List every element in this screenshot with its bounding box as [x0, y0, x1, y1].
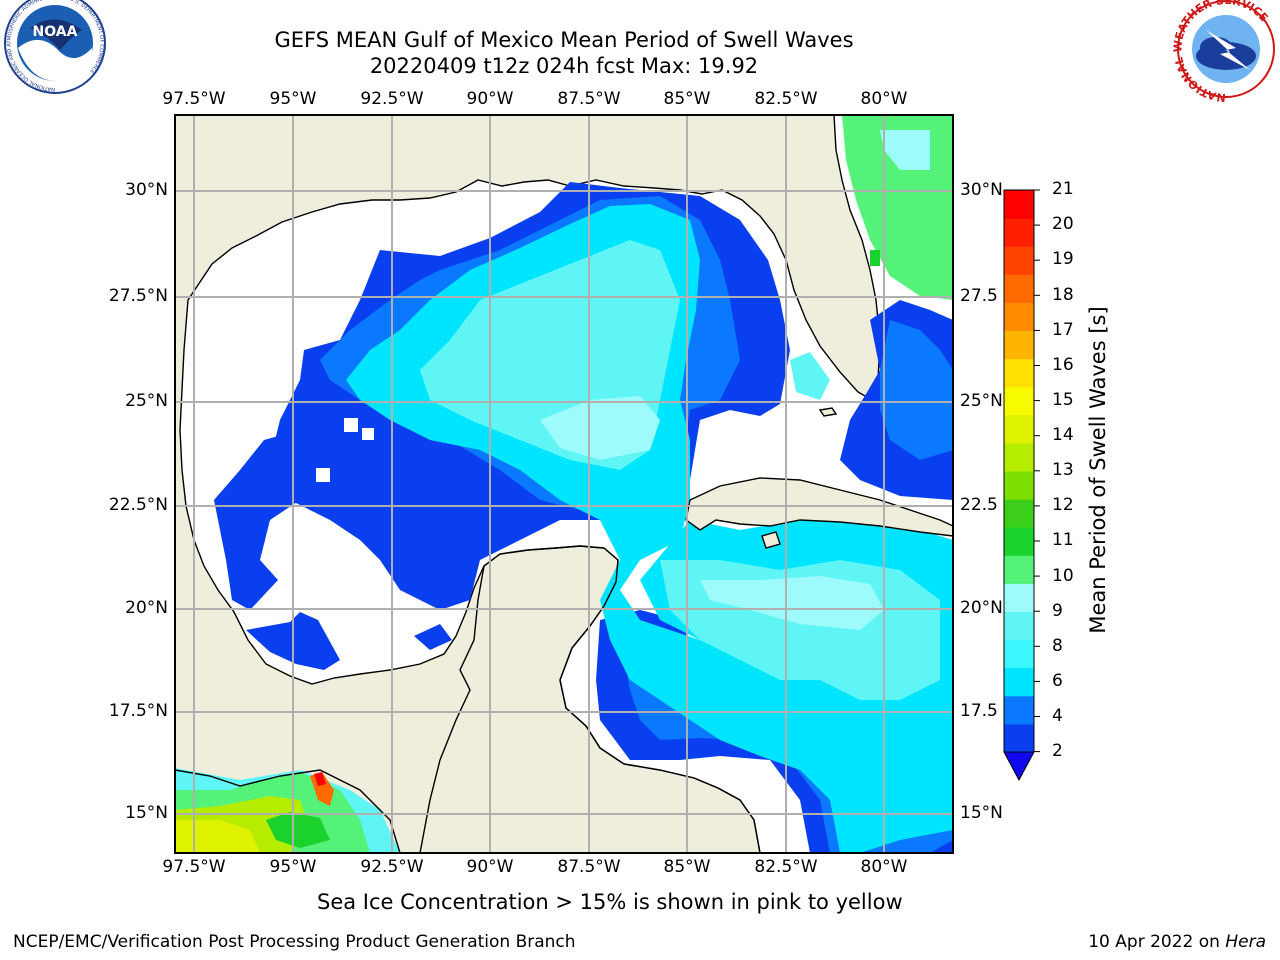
- lat-label-left: 17.5°N: [108, 701, 168, 721]
- lat-label-left: 15°N: [125, 803, 168, 823]
- footer-credit: NCEP/EMC/Verification Post Processing Pr…: [13, 932, 576, 952]
- colorbar-tick-label: 17: [1052, 320, 1074, 340]
- graticule: [175, 115, 953, 853]
- colorbar-tick-label: 8: [1052, 636, 1063, 656]
- colorbar-tick-label: 21: [1052, 179, 1074, 199]
- colorbar-tick-label: 16: [1052, 355, 1074, 375]
- svg-text:NOAA: NOAA: [33, 24, 78, 40]
- lon-label-bottom: 80°W: [860, 857, 908, 877]
- lon-label-top: 85°W: [663, 89, 711, 109]
- colorbar-swatch: [1004, 330, 1034, 360]
- colorbar-swatch: [1004, 723, 1034, 753]
- nws-logo: NATIONAL WEATHER SERVICE: [1171, 0, 1275, 104]
- lon-label-top: 87.5°W: [557, 89, 621, 109]
- colorbar-tick-label: 11: [1052, 530, 1074, 550]
- colorbar-swatch: [1004, 639, 1034, 669]
- footer-host: Hera: [1225, 932, 1266, 952]
- lon-label-top: 90°W: [466, 89, 514, 109]
- colorbar-swatch: [1004, 583, 1034, 612]
- colorbar-extend-arrow: [1003, 751, 1035, 782]
- colorbar-swatch: [1004, 358, 1034, 388]
- colorbar-tick-label: 6: [1052, 671, 1063, 691]
- map-frame: [174, 114, 954, 854]
- colorbar-swatch: [1004, 246, 1034, 275]
- lon-label-bottom: 90°W: [466, 857, 514, 877]
- colorbar-tick-label: 12: [1052, 495, 1074, 515]
- lon-label-bottom: 85°W: [663, 857, 711, 877]
- colorbar-tick-label: 4: [1052, 706, 1063, 726]
- colorbar-swatch: [1004, 499, 1034, 528]
- footer-date: 10 Apr 2022 on Hera: [1088, 932, 1266, 952]
- sea-ice-note: Sea Ice Concentration > 15% is shown in …: [317, 890, 903, 914]
- lat-label-right: 20°N: [960, 598, 1003, 618]
- colorbar-swatch: [1004, 386, 1034, 416]
- lat-label-right: 27.5: [960, 286, 998, 306]
- lat-label-right: 17.5: [960, 701, 998, 721]
- lat-label-right: 25°N: [960, 391, 1003, 411]
- colorbar-swatch: [1004, 527, 1034, 556]
- colorbar-label: Mean Period of Swell Waves [s]: [1086, 306, 1110, 634]
- colorbar-tick-label: 20: [1052, 214, 1074, 234]
- colorbar-swatch: [1004, 611, 1034, 641]
- colorbar-swatch: [1004, 442, 1034, 472]
- lon-label-bottom: 95°W: [269, 857, 317, 877]
- chart-subtitle: 20220409 t12z 024h fcst Max: 19.92: [369, 54, 759, 78]
- chart-title: GEFS MEAN Gulf of Mexico Mean Period of …: [274, 28, 854, 52]
- colorbar-swatch: [1004, 302, 1034, 331]
- colorbar: [1003, 189, 1040, 782]
- lon-label-bottom: 92.5°W: [360, 857, 424, 877]
- noaa-logo: NOAA NATIONAL OCEANIC AND ATMOSPHERIC AD…: [4, 0, 106, 94]
- lat-label-left: 25°N: [125, 391, 168, 411]
- lat-label-left: 30°N: [125, 180, 168, 200]
- colorbar-tick-label: 14: [1052, 425, 1074, 445]
- map-area: [175, 115, 953, 853]
- lon-label-bottom: 97.5°W: [162, 857, 226, 877]
- colorbar-tick-label: 13: [1052, 460, 1074, 480]
- lon-label-bottom: 87.5°W: [557, 857, 621, 877]
- colorbar-swatch: [1004, 667, 1034, 697]
- colorbar-tick-label: 9: [1052, 601, 1063, 621]
- colorbar-swatch: [1004, 218, 1034, 247]
- colorbar-tick-label: 18: [1052, 285, 1074, 305]
- colorbar-tick-label: 10: [1052, 566, 1074, 586]
- lon-label-top: 80°W: [860, 89, 908, 109]
- swell-period-field: [175, 115, 953, 853]
- colorbar-swatch: [1004, 274, 1034, 303]
- lat-label-left: 22.5°N: [108, 495, 168, 515]
- colorbar-swatch: [1004, 190, 1034, 219]
- colorbar-swatch: [1004, 555, 1034, 584]
- lat-label-left: 27.5°N: [108, 286, 168, 306]
- lon-label-top: 92.5°W: [360, 89, 424, 109]
- footer-date-text: 10 Apr 2022 on: [1088, 932, 1226, 952]
- lon-label-top: 82.5°W: [754, 89, 818, 109]
- lat-label-right: 15°N: [960, 803, 1003, 823]
- lon-label-bottom: 82.5°W: [754, 857, 818, 877]
- lon-label-top: 97.5°W: [162, 89, 226, 109]
- lat-label-right: 22.5: [960, 495, 998, 515]
- colorbar-tick-label: 2: [1052, 741, 1063, 761]
- lon-label-top: 95°W: [269, 89, 317, 109]
- colorbar-swatch: [1004, 414, 1034, 444]
- colorbar-swatch: [1004, 695, 1034, 725]
- colorbar-swatch: [1004, 471, 1034, 500]
- colorbar-tick-label: 15: [1052, 390, 1074, 410]
- colorbar-tick-label: 19: [1052, 249, 1074, 269]
- lat-label-left: 20°N: [125, 598, 168, 618]
- lat-label-right: 30°N: [960, 180, 1003, 200]
